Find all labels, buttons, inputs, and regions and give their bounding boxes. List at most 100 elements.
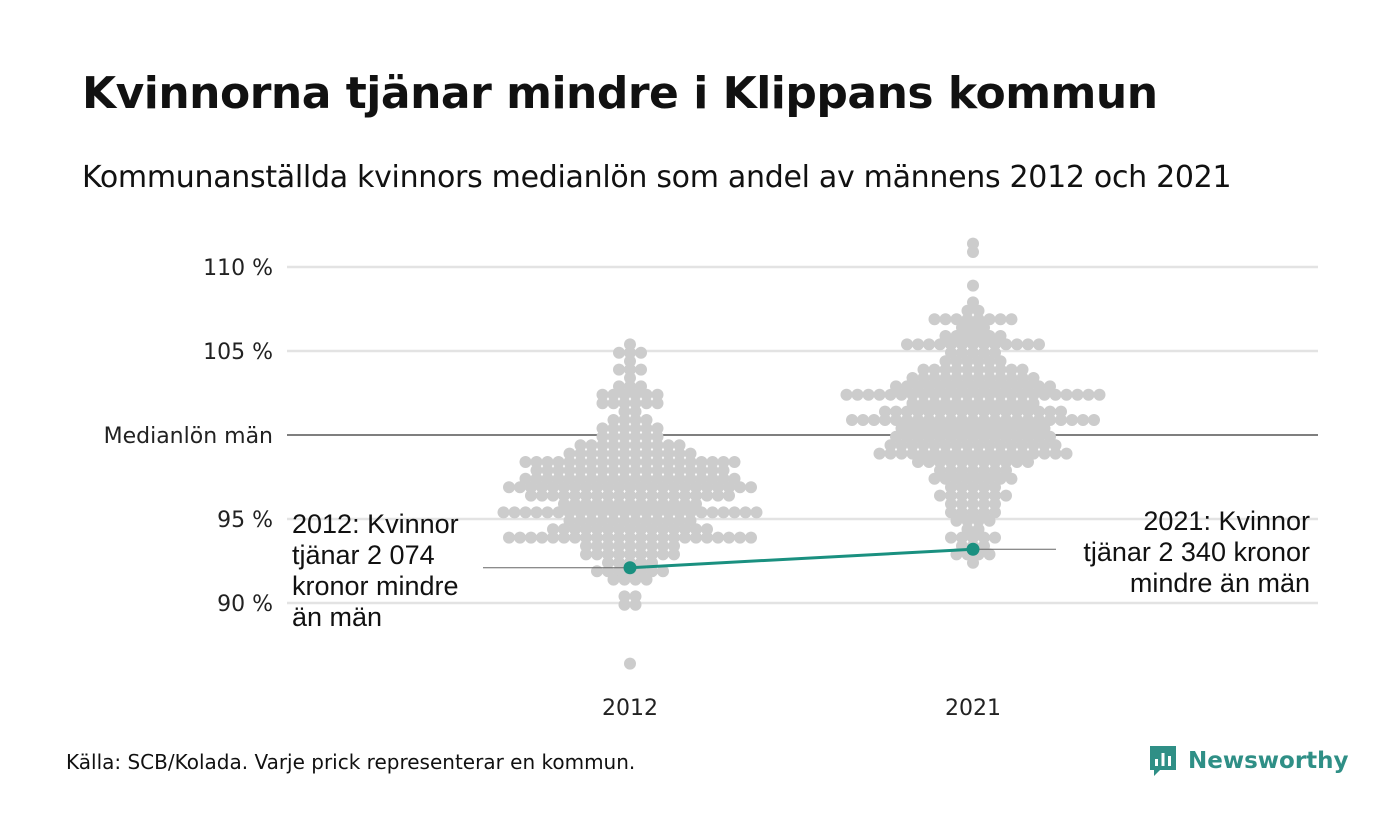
municipality-dot <box>618 573 631 586</box>
municipality-dot <box>651 422 664 435</box>
x-tick-label: 2012 <box>602 696 658 721</box>
municipality-dot <box>602 556 614 569</box>
municipality-dot <box>508 506 521 519</box>
municipality-dot <box>662 506 675 519</box>
municipality-dot <box>591 523 603 536</box>
municipality-dot <box>1000 489 1012 502</box>
municipality-dot <box>662 456 675 468</box>
municipality-dot <box>558 489 570 502</box>
municipality-dot <box>607 388 620 401</box>
municipality-dot <box>662 464 675 477</box>
municipality-dot <box>989 489 1001 502</box>
municipality-dot <box>934 405 946 418</box>
municipality-dot <box>591 565 603 578</box>
municipality-dot <box>989 498 1001 510</box>
annotation-line: än män <box>292 602 382 632</box>
municipality-dot <box>657 548 669 561</box>
municipality-dot <box>629 397 642 410</box>
municipality-dot <box>1005 363 1018 376</box>
x-tick-label: 2021 <box>945 696 1001 721</box>
municipality-dot <box>580 540 592 552</box>
municipality-dot <box>613 481 625 494</box>
municipality-dot <box>668 531 680 544</box>
municipality-dot <box>934 489 946 502</box>
municipality-dot <box>569 531 581 544</box>
municipality-dot <box>956 405 968 418</box>
municipality-dot <box>530 464 543 477</box>
municipality-dot <box>580 481 592 494</box>
municipality-dot <box>939 388 952 401</box>
x-axis: 2012 2021 <box>602 696 1001 721</box>
highlight-point-2021 <box>966 542 980 556</box>
municipality-dot <box>928 472 941 485</box>
municipality-dot <box>629 405 642 418</box>
municipality-dot <box>629 430 642 443</box>
municipality-dot <box>536 531 548 544</box>
municipality-dot <box>651 506 664 519</box>
municipality-dot <box>1000 338 1012 351</box>
municipality-dot <box>646 531 658 544</box>
y-tick-label: Medianlön män <box>104 424 273 449</box>
municipality-dot <box>967 498 979 510</box>
municipality-dot <box>668 540 680 552</box>
municipality-dot <box>607 430 620 443</box>
municipality-dot <box>950 514 963 527</box>
municipality-dot <box>690 531 702 544</box>
municipality-dot <box>596 388 609 401</box>
municipality-dot <box>1022 405 1034 418</box>
municipality-dot <box>629 456 642 468</box>
municipality-dot <box>994 388 1007 401</box>
municipality-dot <box>706 506 719 519</box>
municipality-dot <box>1038 447 1051 460</box>
municipality-dot <box>928 313 941 326</box>
highlight-point-2012 <box>623 561 637 575</box>
municipality-dot <box>657 523 669 536</box>
municipality-dot <box>956 489 968 502</box>
municipality-dot <box>684 464 697 477</box>
annotation-line: tjänar 2 074 <box>292 540 435 570</box>
municipality-dot <box>1077 414 1089 426</box>
municipality-dot <box>613 523 625 536</box>
municipality-dot <box>618 397 631 410</box>
grid-lines <box>287 265 1318 605</box>
y-tick-label: 90 % <box>217 592 273 617</box>
municipality-dot <box>651 447 664 460</box>
municipality-dot <box>635 540 647 552</box>
municipality-dot <box>1011 338 1023 351</box>
bar-chart-icon <box>1150 746 1176 776</box>
municipality-dot <box>1000 405 1012 418</box>
municipality-dot <box>1060 388 1073 401</box>
municipality-dot <box>558 481 570 494</box>
municipality-dot <box>607 422 620 435</box>
municipality-dot <box>563 506 576 519</box>
municipality-dot <box>840 388 853 401</box>
municipality-dot <box>989 456 1001 468</box>
municipality-dot <box>978 338 990 351</box>
municipality-dot <box>629 422 642 435</box>
municipality-dot <box>624 531 636 544</box>
municipality-dot <box>629 506 642 519</box>
municipality-dot <box>690 481 702 494</box>
municipality-dot <box>994 355 1007 368</box>
municipality-dot <box>695 506 708 519</box>
municipality-dot <box>972 304 985 317</box>
municipality-dot <box>884 439 897 452</box>
municipality-dot <box>961 304 974 317</box>
municipality-dot <box>618 506 631 519</box>
municipality-dot <box>1000 456 1012 468</box>
municipality-dot <box>640 506 653 519</box>
municipality-dot <box>1033 405 1045 418</box>
municipality-dot <box>624 548 636 561</box>
municipality-dot <box>906 388 919 401</box>
municipality-dot <box>750 506 763 519</box>
municipality-dot <box>939 439 952 452</box>
municipality-dot <box>525 531 537 544</box>
municipality-dot <box>607 447 620 460</box>
municipality-dot <box>624 489 636 502</box>
municipality-dot <box>967 279 979 292</box>
municipality-dot <box>624 372 636 384</box>
municipality-dot <box>1049 388 1062 401</box>
municipality-dot <box>530 506 543 519</box>
municipality-dot <box>618 456 631 468</box>
municipality-dot <box>607 573 620 586</box>
